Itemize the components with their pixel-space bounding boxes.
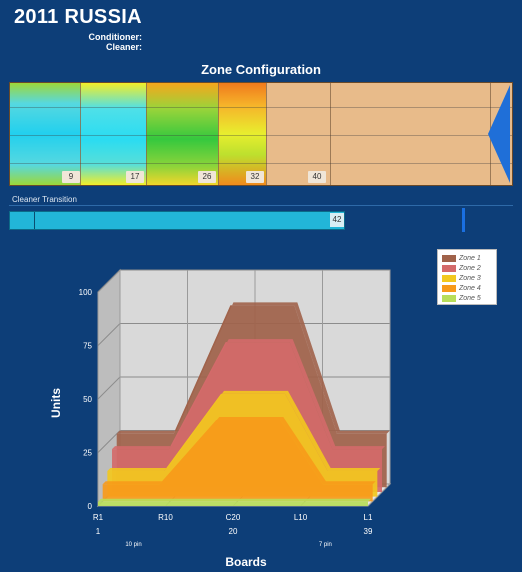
legend-item: Zone 5	[442, 293, 492, 303]
y-tick-label: 50	[83, 395, 92, 404]
x-tick-label: L10	[294, 513, 308, 522]
y-tick-label: 75	[83, 342, 92, 351]
x-tick-label: C20	[226, 513, 241, 522]
legend-item: Zone 3	[442, 273, 492, 283]
x-tick-label: R1	[93, 513, 104, 522]
header-meta: Conditioner: Cleaner:	[86, 32, 143, 52]
legend-swatch	[442, 294, 456, 302]
legend-label: Zone 4	[459, 284, 481, 292]
zone-marker-label: 9	[62, 171, 80, 183]
zone-divider	[146, 83, 147, 185]
chart-series-group	[98, 302, 390, 506]
legend-label: Zone 3	[459, 274, 481, 282]
zone-marker-label: 40	[308, 171, 326, 183]
cleaner-label: Cleaner:	[105, 42, 142, 52]
series-area-zone-4	[102, 420, 373, 502]
board-number-label: 1	[96, 527, 101, 536]
zone-configuration-title: Zone Configuration	[201, 62, 321, 77]
cleaner-divider	[9, 205, 513, 206]
series-area-zone-5	[98, 501, 368, 506]
conditioner-label: Conditioner:	[88, 32, 143, 42]
legend-item: Zone 4	[442, 283, 492, 293]
y-tick-label: 25	[83, 449, 92, 458]
x-axis-label: Boards	[225, 555, 267, 569]
chart-legend: Zone 1 Zone 2 Zone 3 Zone 4 Zone 5	[437, 249, 497, 305]
board-number-label: 20	[229, 527, 238, 536]
series-ridge	[98, 498, 371, 502]
zone-divider	[266, 83, 267, 185]
cleaner-tick	[34, 212, 35, 229]
cleaner-transition-bar[interactable]	[9, 211, 345, 230]
zone-gridline	[10, 135, 512, 136]
legend-item: Zone 2	[442, 263, 492, 273]
zone-divider	[218, 83, 219, 185]
zone-marker-label: 26	[198, 171, 216, 183]
legend-item: Zone 1	[442, 253, 492, 263]
cleaner-transition-value: 42	[330, 213, 344, 227]
zone-divider	[330, 83, 331, 185]
zone-marker-label: 17	[126, 171, 144, 183]
legend-label: Zone 1	[459, 254, 481, 262]
pin-note-label: 7 pin	[319, 542, 332, 548]
zone-gridline	[10, 163, 512, 164]
zone-configuration-strip[interactable]: 9 17 26 32 40	[9, 82, 513, 186]
x-tick-label: R10	[158, 513, 173, 522]
legend-label: Zone 2	[459, 264, 481, 272]
pin-deck-arrow-icon	[488, 85, 510, 183]
page-title: 2011 RUSSIA	[14, 6, 142, 28]
floor-gridline	[367, 483, 391, 507]
zone-divider	[80, 83, 81, 185]
pin-note-label: 10 pin	[125, 542, 141, 548]
legend-swatch	[442, 264, 456, 272]
x-tick-label: L1	[364, 513, 373, 522]
cleaner-marker-handle[interactable]	[462, 208, 465, 232]
cleaner-transition-label: Cleaner Transition	[12, 195, 77, 204]
chart-axes: 0 25 50 75 100 R1 R10 C20 L10 L1 1 20 39 10 pin 7 pin	[79, 288, 373, 548]
zone-segment-4[interactable]	[80, 83, 146, 185]
legend-swatch	[442, 274, 456, 282]
legend-swatch	[442, 284, 456, 292]
y-axis-label: Units	[49, 388, 63, 418]
zone-gridline	[10, 107, 512, 108]
zone-segment-5[interactable]	[10, 83, 80, 185]
zone-segment-2[interactable]	[218, 83, 266, 185]
zone-segment-3[interactable]	[146, 83, 218, 185]
y-tick-label: 100	[79, 288, 93, 297]
zone-marker-label: 32	[246, 171, 264, 183]
y-tick-label: 0	[88, 502, 93, 511]
legend-label: Zone 5	[459, 294, 481, 302]
board-number-label: 39	[364, 527, 373, 536]
legend-swatch	[442, 254, 456, 262]
